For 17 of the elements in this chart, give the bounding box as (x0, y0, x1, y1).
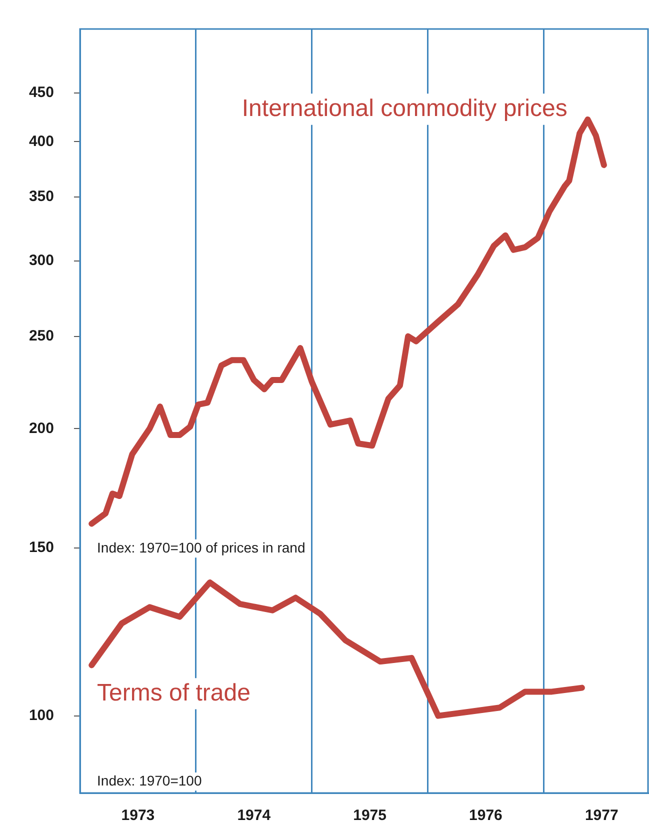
y-tick-label: 300 (28, 252, 54, 269)
x-tick-label: 1977 (584, 807, 618, 824)
x-tick-label: 1974 (237, 807, 272, 824)
annotation: Index: 1970=100 of prices in rand (97, 539, 306, 556)
x-tick-label: 1975 (353, 807, 386, 824)
y-tick-label: 350 (28, 188, 54, 206)
y-tick-label: 400 (28, 132, 54, 150)
series-label: International commodity prices (242, 94, 568, 122)
x-tick-label: 1973 (121, 807, 155, 824)
y-tick-label: 450 (28, 84, 54, 101)
series-label: Terms of trade (97, 679, 250, 706)
y-tick-label: 200 (28, 420, 54, 437)
x-tick-label: 1976 (469, 807, 502, 824)
y-tick-label: 100 (28, 706, 54, 724)
annotation: Index: 1970=100 (97, 772, 202, 788)
y-tick-label: 250 (28, 327, 54, 344)
y-tick-label: 150 (28, 539, 54, 556)
